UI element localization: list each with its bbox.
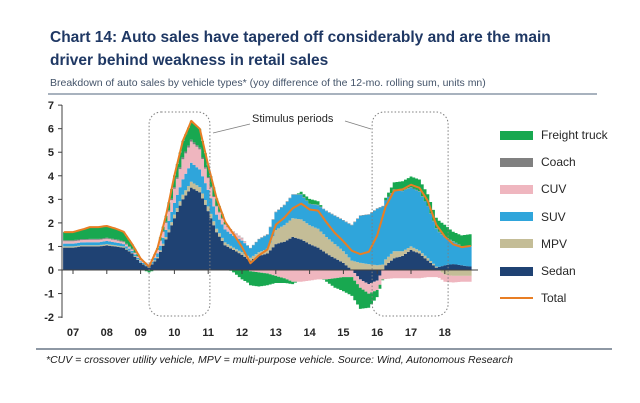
x-tick-label: 13 xyxy=(270,327,282,339)
annotation-connector-right xyxy=(344,120,372,130)
y-tick-label: 2 xyxy=(48,218,54,230)
stimulus-periods-label: Stimulus periods xyxy=(252,113,334,125)
freight-truck-swatch xyxy=(500,130,533,140)
x-tick-label: 10 xyxy=(168,327,180,339)
series-area-suv xyxy=(63,162,472,268)
legend-label: Sedan xyxy=(541,264,576,278)
legend-label: SUV xyxy=(541,209,566,224)
total-swatch xyxy=(500,296,533,300)
y-tick-label: 0 xyxy=(48,265,54,277)
legend-label: Total xyxy=(541,291,567,306)
legend-item-freight-truck: Freight truck xyxy=(500,128,608,142)
legend-item-coach: Coach xyxy=(500,155,576,169)
subtitle-divider xyxy=(48,93,597,95)
y-tick-label: 1 xyxy=(48,241,54,253)
footnote-text: *CUV = crossover utility vehicle, MPV = … xyxy=(46,354,513,366)
annotation-connector-left xyxy=(212,123,251,134)
series-area-sedan xyxy=(63,187,472,285)
stimulus-box-2 xyxy=(371,111,449,317)
cuv-swatch xyxy=(500,184,533,194)
title-line-2: driver behind weakness in retail sales xyxy=(50,52,329,69)
y-tick-label: 3 xyxy=(48,194,54,206)
y-tick-label: -1 xyxy=(44,289,54,301)
y-tick-label: -2 xyxy=(44,312,54,324)
y-tick-label: 7 xyxy=(48,100,54,112)
chart-subtitle: Breakdown of auto sales by vehicle types… xyxy=(50,77,486,89)
mpv-swatch xyxy=(500,239,533,249)
x-tick-label: 15 xyxy=(337,327,349,339)
x-tick-label: 16 xyxy=(371,327,383,339)
legend-label: MPV xyxy=(541,236,568,251)
total-line xyxy=(63,119,472,268)
footnote-divider xyxy=(36,348,612,350)
legend-label: Coach xyxy=(541,155,576,170)
stimulus-box-1 xyxy=(148,111,211,317)
legend-label: Freight truck xyxy=(541,128,608,142)
y-tick-label: 5 xyxy=(48,147,54,159)
legend-label: CUV xyxy=(541,182,567,197)
page-title: Chart 14: Auto sales have tapered off co… xyxy=(50,26,610,72)
chart-legend: Freight truck Coach CUV SUV MPV Sedan Total xyxy=(500,128,630,308)
legend-item-sedan: Sedan xyxy=(500,264,576,278)
x-tick-label: 18 xyxy=(439,327,451,339)
x-tick-label: 12 xyxy=(236,327,248,339)
x-tick-label: 09 xyxy=(134,327,146,339)
coach-swatch xyxy=(500,157,533,167)
legend-item-cuv: CUV xyxy=(500,182,566,196)
x-tick-label: 17 xyxy=(405,327,417,339)
axes xyxy=(58,104,478,318)
total-line-group xyxy=(63,119,472,268)
sedan-swatch xyxy=(500,266,533,276)
legend-item-mpv: MPV xyxy=(500,237,567,251)
x-tick-label: 08 xyxy=(101,327,113,339)
legend-item-suv: SUV xyxy=(500,210,566,224)
y-tick-label: 4 xyxy=(48,171,55,183)
suv-swatch xyxy=(500,212,533,222)
x-tick-label: 07 xyxy=(67,327,79,339)
series-areas xyxy=(63,120,472,309)
y-tick-label: 6 xyxy=(48,124,54,136)
x-tick-label: 14 xyxy=(303,327,316,339)
x-tick-label: 11 xyxy=(202,327,214,339)
title-line-1: Chart 14: Auto sales have tapered off co… xyxy=(50,29,551,46)
stimulus-boxes xyxy=(148,111,449,317)
legend-item-total: Total xyxy=(500,291,566,305)
